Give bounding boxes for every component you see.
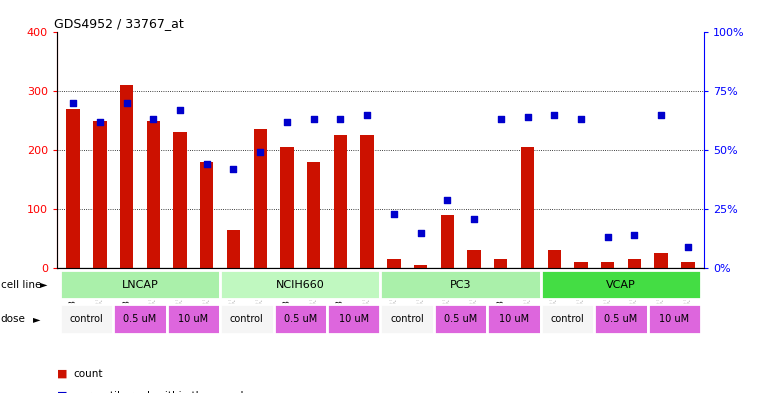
- Bar: [274, 304, 327, 334]
- Point: [201, 161, 213, 167]
- Bar: [280, 147, 294, 268]
- Point: [120, 100, 132, 106]
- Bar: [147, 121, 160, 268]
- Text: 10 uM: 10 uM: [178, 314, 209, 324]
- Text: percentile rank within the sample: percentile rank within the sample: [74, 391, 250, 393]
- Point: [441, 196, 454, 203]
- Point: [521, 114, 533, 120]
- Point: [655, 112, 667, 118]
- Bar: [414, 265, 427, 268]
- Point: [254, 149, 266, 156]
- Point: [147, 116, 159, 123]
- Point: [602, 234, 614, 241]
- Bar: [93, 121, 107, 268]
- Text: ►: ►: [40, 279, 47, 290]
- Bar: [548, 250, 561, 268]
- Bar: [434, 304, 487, 334]
- Bar: [681, 262, 695, 268]
- Text: cell line: cell line: [1, 279, 41, 290]
- Point: [174, 107, 186, 113]
- Text: count: count: [74, 369, 103, 379]
- Point: [682, 244, 694, 250]
- Bar: [60, 270, 220, 299]
- Bar: [441, 215, 454, 268]
- Text: LNCAP: LNCAP: [122, 279, 158, 290]
- Text: control: control: [551, 314, 584, 324]
- Bar: [57, 268, 704, 393]
- Bar: [253, 129, 267, 268]
- Bar: [334, 135, 347, 268]
- Bar: [594, 304, 648, 334]
- Point: [94, 119, 106, 125]
- Text: ■: ■: [57, 391, 68, 393]
- Bar: [380, 270, 541, 299]
- Text: control: control: [390, 314, 424, 324]
- Point: [228, 166, 240, 172]
- Text: control: control: [69, 314, 103, 324]
- Point: [281, 119, 293, 125]
- Bar: [220, 270, 380, 299]
- Text: 10 uM: 10 uM: [499, 314, 529, 324]
- Bar: [380, 304, 434, 334]
- Point: [334, 116, 346, 123]
- Point: [548, 112, 560, 118]
- Text: dose: dose: [1, 314, 26, 324]
- Bar: [541, 270, 701, 299]
- Bar: [648, 304, 701, 334]
- Text: 10 uM: 10 uM: [339, 314, 369, 324]
- Text: ►: ►: [33, 314, 40, 324]
- Point: [361, 112, 373, 118]
- Bar: [200, 162, 213, 268]
- Bar: [628, 259, 641, 268]
- Text: 0.5 uM: 0.5 uM: [444, 314, 477, 324]
- Point: [307, 116, 320, 123]
- Bar: [227, 230, 240, 268]
- Bar: [220, 304, 274, 334]
- Bar: [494, 259, 508, 268]
- Text: 0.5 uM: 0.5 uM: [604, 314, 638, 324]
- Bar: [541, 304, 594, 334]
- Bar: [487, 304, 541, 334]
- Bar: [521, 147, 534, 268]
- Text: VCAP: VCAP: [607, 279, 636, 290]
- Bar: [327, 304, 380, 334]
- Point: [575, 116, 587, 123]
- Point: [629, 232, 641, 238]
- Bar: [174, 132, 186, 268]
- Bar: [120, 85, 133, 268]
- Text: PC3: PC3: [450, 279, 471, 290]
- Text: 0.5 uM: 0.5 uM: [284, 314, 317, 324]
- Bar: [60, 304, 113, 334]
- Bar: [66, 109, 80, 268]
- Text: NCIH660: NCIH660: [276, 279, 325, 290]
- Bar: [467, 250, 481, 268]
- Text: control: control: [230, 314, 264, 324]
- Bar: [167, 304, 220, 334]
- Text: GDS4952 / 33767_at: GDS4952 / 33767_at: [54, 17, 183, 29]
- Bar: [361, 135, 374, 268]
- Bar: [575, 262, 587, 268]
- Point: [468, 215, 480, 222]
- Point: [388, 211, 400, 217]
- Bar: [387, 259, 400, 268]
- Bar: [307, 162, 320, 268]
- Text: ■: ■: [57, 369, 68, 379]
- Point: [495, 116, 507, 123]
- Text: 0.5 uM: 0.5 uM: [123, 314, 157, 324]
- Point: [415, 230, 427, 236]
- Text: 10 uM: 10 uM: [660, 314, 689, 324]
- Bar: [654, 253, 668, 268]
- Point: [67, 100, 79, 106]
- Bar: [113, 304, 167, 334]
- Bar: [601, 262, 614, 268]
